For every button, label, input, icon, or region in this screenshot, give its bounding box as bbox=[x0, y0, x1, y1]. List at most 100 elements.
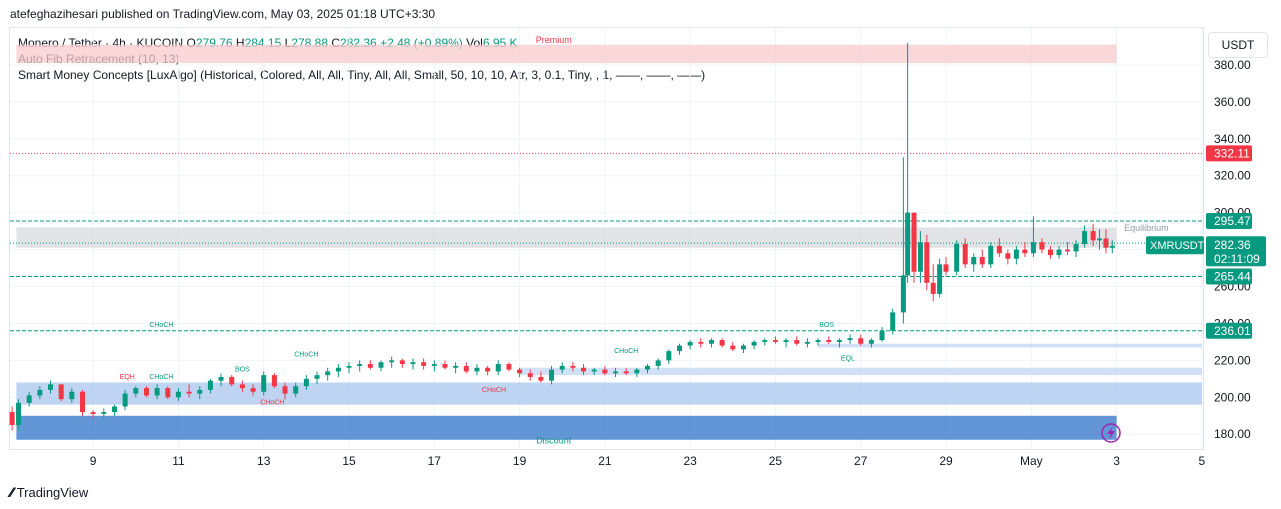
candle-body bbox=[367, 364, 373, 368]
candle-body bbox=[1022, 249, 1028, 254]
candle-body bbox=[954, 244, 960, 272]
candle-body bbox=[1082, 231, 1088, 245]
candle-body bbox=[996, 245, 1002, 254]
candle-body bbox=[463, 365, 469, 372]
candle-body bbox=[431, 364, 437, 366]
candle-body bbox=[890, 312, 896, 331]
currency-button[interactable]: USDT bbox=[1208, 32, 1268, 58]
candle-body bbox=[229, 376, 235, 385]
y-tick-label: 380.00 bbox=[1214, 58, 1251, 72]
candle-body bbox=[826, 340, 832, 342]
y-tick-label: 180.00 bbox=[1214, 427, 1251, 441]
y-tick-label: 220.00 bbox=[1214, 353, 1251, 367]
current-price-bg bbox=[1206, 236, 1266, 267]
candle-body bbox=[1073, 244, 1079, 252]
candle-body bbox=[453, 365, 459, 368]
candle-body bbox=[218, 376, 224, 381]
candle-body bbox=[442, 364, 448, 368]
y-tick-label: 200.00 bbox=[1214, 390, 1251, 404]
candle-body bbox=[69, 391, 75, 400]
candle-body bbox=[937, 264, 943, 294]
candle-body bbox=[559, 365, 565, 370]
symbol-tag: XMRUSDT bbox=[1150, 240, 1205, 252]
candle-body bbox=[979, 256, 985, 265]
candle-body bbox=[1030, 242, 1036, 254]
price-label-bg bbox=[1206, 213, 1252, 230]
candle-body bbox=[924, 242, 930, 283]
candle-body bbox=[905, 212, 911, 276]
candle-body bbox=[16, 402, 22, 425]
price-label: 265.44 bbox=[1214, 269, 1251, 283]
candle-body bbox=[261, 375, 267, 392]
candle-body bbox=[570, 365, 576, 368]
candle-body bbox=[836, 340, 842, 342]
candle-body bbox=[655, 360, 661, 366]
x-tick-label: 25 bbox=[769, 454, 783, 468]
candle-body bbox=[37, 389, 43, 396]
tradingview-icon: ⁄⁄ bbox=[10, 484, 14, 500]
y-tick-label: 340.00 bbox=[1214, 132, 1251, 146]
zone-equilibrium bbox=[16, 227, 1117, 248]
close-label: C bbox=[331, 36, 341, 50]
candle-body bbox=[858, 338, 864, 344]
candle-body bbox=[730, 345, 736, 350]
candle-body bbox=[538, 376, 544, 381]
y-tick-label: 360.00 bbox=[1214, 95, 1251, 109]
x-tick-label: 17 bbox=[428, 454, 442, 468]
y-tick-label: 320.00 bbox=[1214, 169, 1251, 183]
tradingview-logo[interactable]: ⁄⁄ TradingView bbox=[10, 484, 88, 500]
candle-body bbox=[676, 345, 682, 352]
x-tick-label: 23 bbox=[683, 454, 697, 468]
candle-body bbox=[549, 369, 555, 381]
candle-body bbox=[154, 388, 160, 396]
candle-body bbox=[485, 367, 491, 372]
candle-body bbox=[1005, 253, 1011, 259]
publisher-line: atefeghazihesari published on TradingVie… bbox=[10, 7, 436, 21]
high-label: H bbox=[235, 36, 245, 50]
x-tick-label: 29 bbox=[939, 454, 953, 468]
candle-body bbox=[762, 340, 768, 342]
price-label: 236.01 bbox=[1214, 324, 1251, 338]
candle-body bbox=[708, 340, 714, 344]
candle-body bbox=[911, 212, 917, 272]
candle-body bbox=[378, 362, 384, 368]
annotation-choch: CHoCH bbox=[482, 387, 506, 394]
annotation-choch: CHoCH bbox=[149, 374, 173, 381]
annotation-choch: CHoCH bbox=[294, 352, 318, 359]
candle-body bbox=[421, 362, 427, 366]
candle-body bbox=[751, 341, 757, 346]
candle-body bbox=[517, 369, 523, 374]
candle-body bbox=[602, 369, 608, 374]
candle-body bbox=[719, 340, 725, 346]
x-tick-label: 9 bbox=[90, 454, 97, 468]
candle-body bbox=[101, 412, 107, 414]
zone-ob2 bbox=[519, 367, 1202, 376]
open-label: O bbox=[186, 36, 196, 50]
candle-body bbox=[930, 282, 936, 294]
x-tick-label: 11 bbox=[172, 454, 185, 468]
candle-body bbox=[399, 360, 405, 365]
candle-body bbox=[175, 391, 181, 398]
symbol-tag-bg bbox=[1146, 236, 1204, 255]
candle-body bbox=[687, 341, 693, 346]
price-label: 332.11 bbox=[1214, 146, 1250, 160]
candle-body bbox=[186, 391, 192, 394]
candle-body bbox=[207, 380, 213, 390]
candle-body bbox=[90, 412, 96, 414]
price-label-bg bbox=[1206, 268, 1252, 285]
candle-body bbox=[783, 340, 789, 342]
candle-body bbox=[250, 388, 256, 392]
candle-body bbox=[1056, 249, 1062, 256]
candle-body bbox=[900, 275, 906, 313]
candle-body bbox=[303, 378, 309, 387]
indicator-smc[interactable]: Smart Money Concepts [LuxAlgo] (Historic… bbox=[18, 68, 706, 82]
candle-body bbox=[698, 341, 704, 344]
candle-body bbox=[197, 389, 203, 394]
tradingview-brand: TradingView bbox=[16, 484, 89, 500]
candle-body bbox=[1097, 238, 1103, 241]
zone-premium bbox=[16, 44, 1117, 64]
price-label-bg bbox=[1206, 145, 1252, 162]
candle-body bbox=[1103, 238, 1109, 248]
candle-body bbox=[133, 388, 139, 394]
